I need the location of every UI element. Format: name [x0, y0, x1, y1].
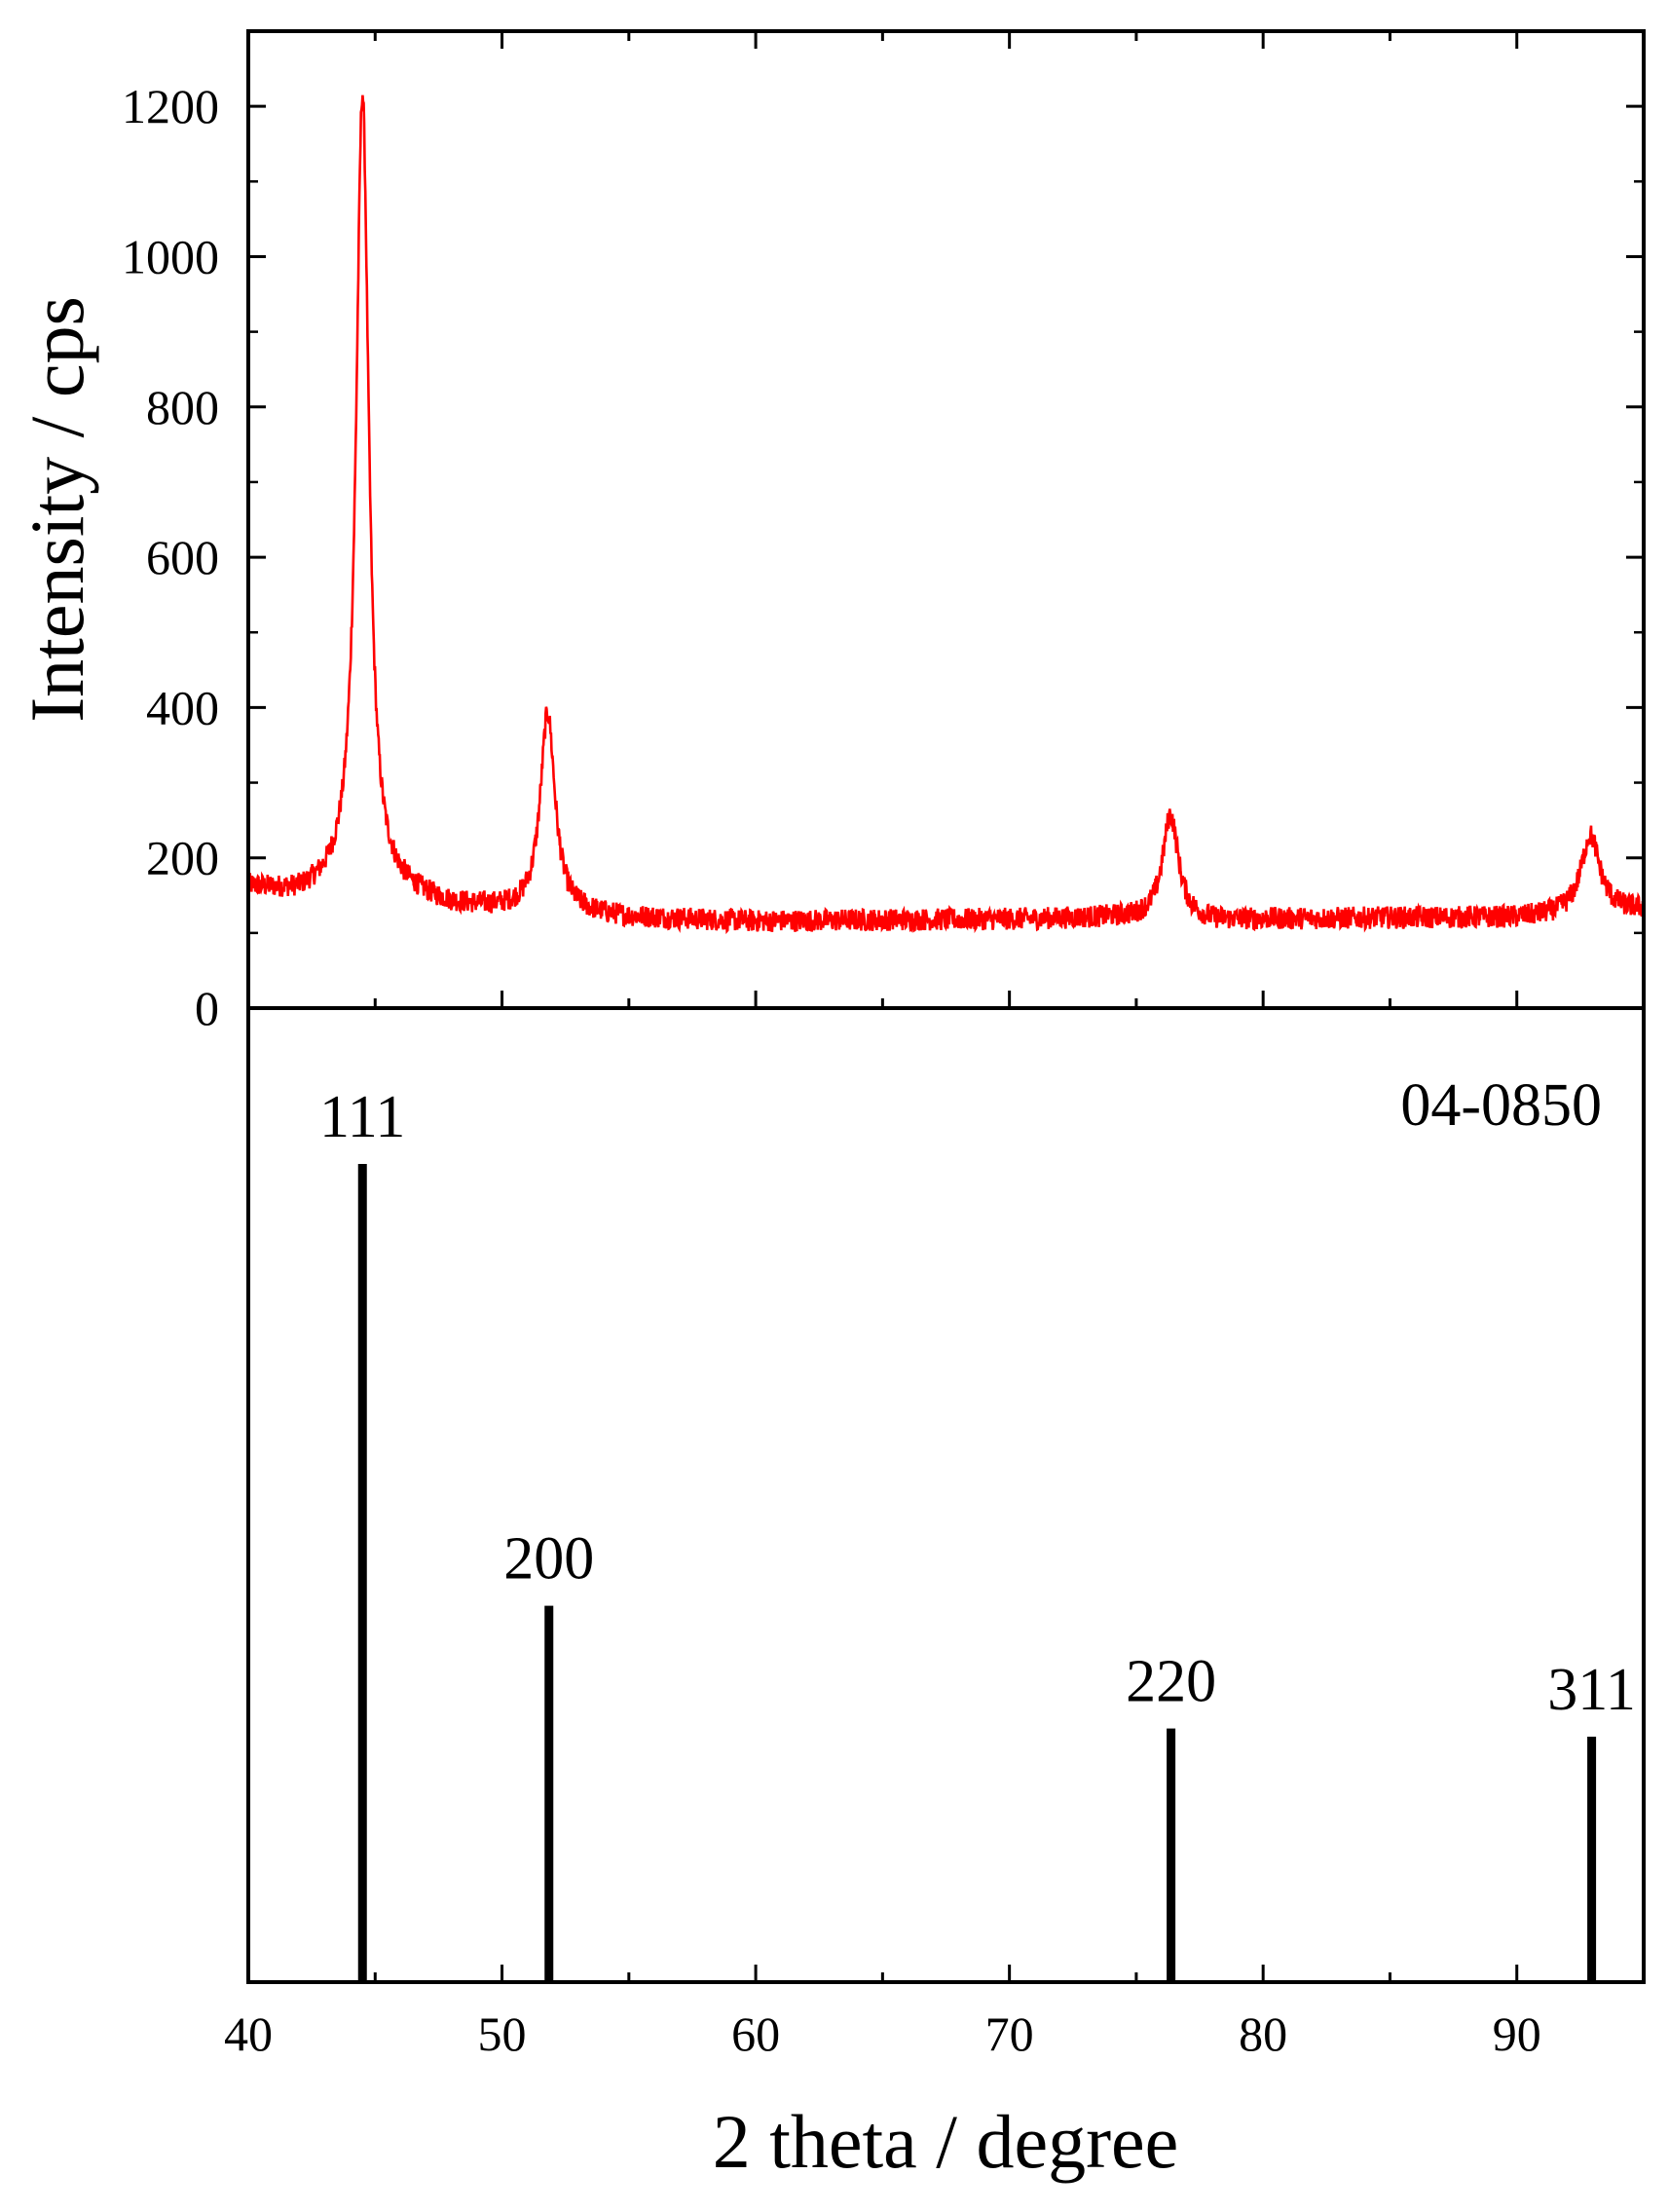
reference-stick-311	[1587, 1737, 1597, 1982]
y-tick-label: 600	[146, 530, 219, 584]
x-axis-title: 2 theta / degree	[713, 2099, 1179, 2184]
x-tick-label: 70	[985, 2006, 1034, 2061]
hkl-label-311: 311	[1547, 1657, 1636, 1723]
hkl-label-220: 220	[1126, 1649, 1216, 1715]
top-y-axis-ticks: 0 200 400 600 800 1000 1200	[122, 79, 1644, 1035]
hkl-label-200: 200	[503, 1526, 594, 1593]
y-tick-label: 400	[146, 680, 219, 734]
bottom-plot-frame	[246, 1006, 1646, 1984]
x-tick-label: 80	[1239, 2006, 1287, 2061]
reference-stick-111	[357, 1164, 367, 1982]
hkl-label-111: 111	[319, 1084, 405, 1150]
y-tick-label: 0	[195, 981, 219, 1035]
intensity-series-group	[246, 94, 1646, 935]
y-axis-title: Intensity / cps	[15, 296, 99, 723]
top-x-axis-ticks	[246, 31, 1646, 1008]
y-tick-label: 1200	[122, 79, 219, 133]
x-tick-label: 60	[731, 2006, 780, 2061]
y-tick-label: 1000	[122, 229, 219, 283]
reference-card-label: 04-0850	[1400, 1072, 1602, 1139]
intensity-curve	[246, 94, 1646, 935]
y-tick-label: 200	[146, 831, 219, 885]
top-panel-intensity-plot: 0 200 400 600 800 1000 1200 Intensity / cps	[15, 29, 1646, 1035]
reference-stick-220	[1167, 1728, 1176, 1982]
bottom-x-axis-ticks: 40 50 60 70 80 90	[224, 1965, 1646, 2061]
top-plot-frame	[246, 29, 1646, 1010]
x-tick-label: 50	[478, 2006, 527, 2061]
x-tick-label: 90	[1493, 2006, 1541, 2061]
bottom-panel-reference-pattern: 111 200 220 311 40 50 60 70 80 90 04-0850 2 thet…	[224, 1006, 1646, 2184]
reference-sticks-group: 111 200 220 311	[319, 1084, 1636, 1982]
reference-stick-200	[544, 1605, 554, 1982]
y-tick-label: 800	[146, 380, 219, 434]
x-tick-label: 40	[224, 2006, 273, 2061]
